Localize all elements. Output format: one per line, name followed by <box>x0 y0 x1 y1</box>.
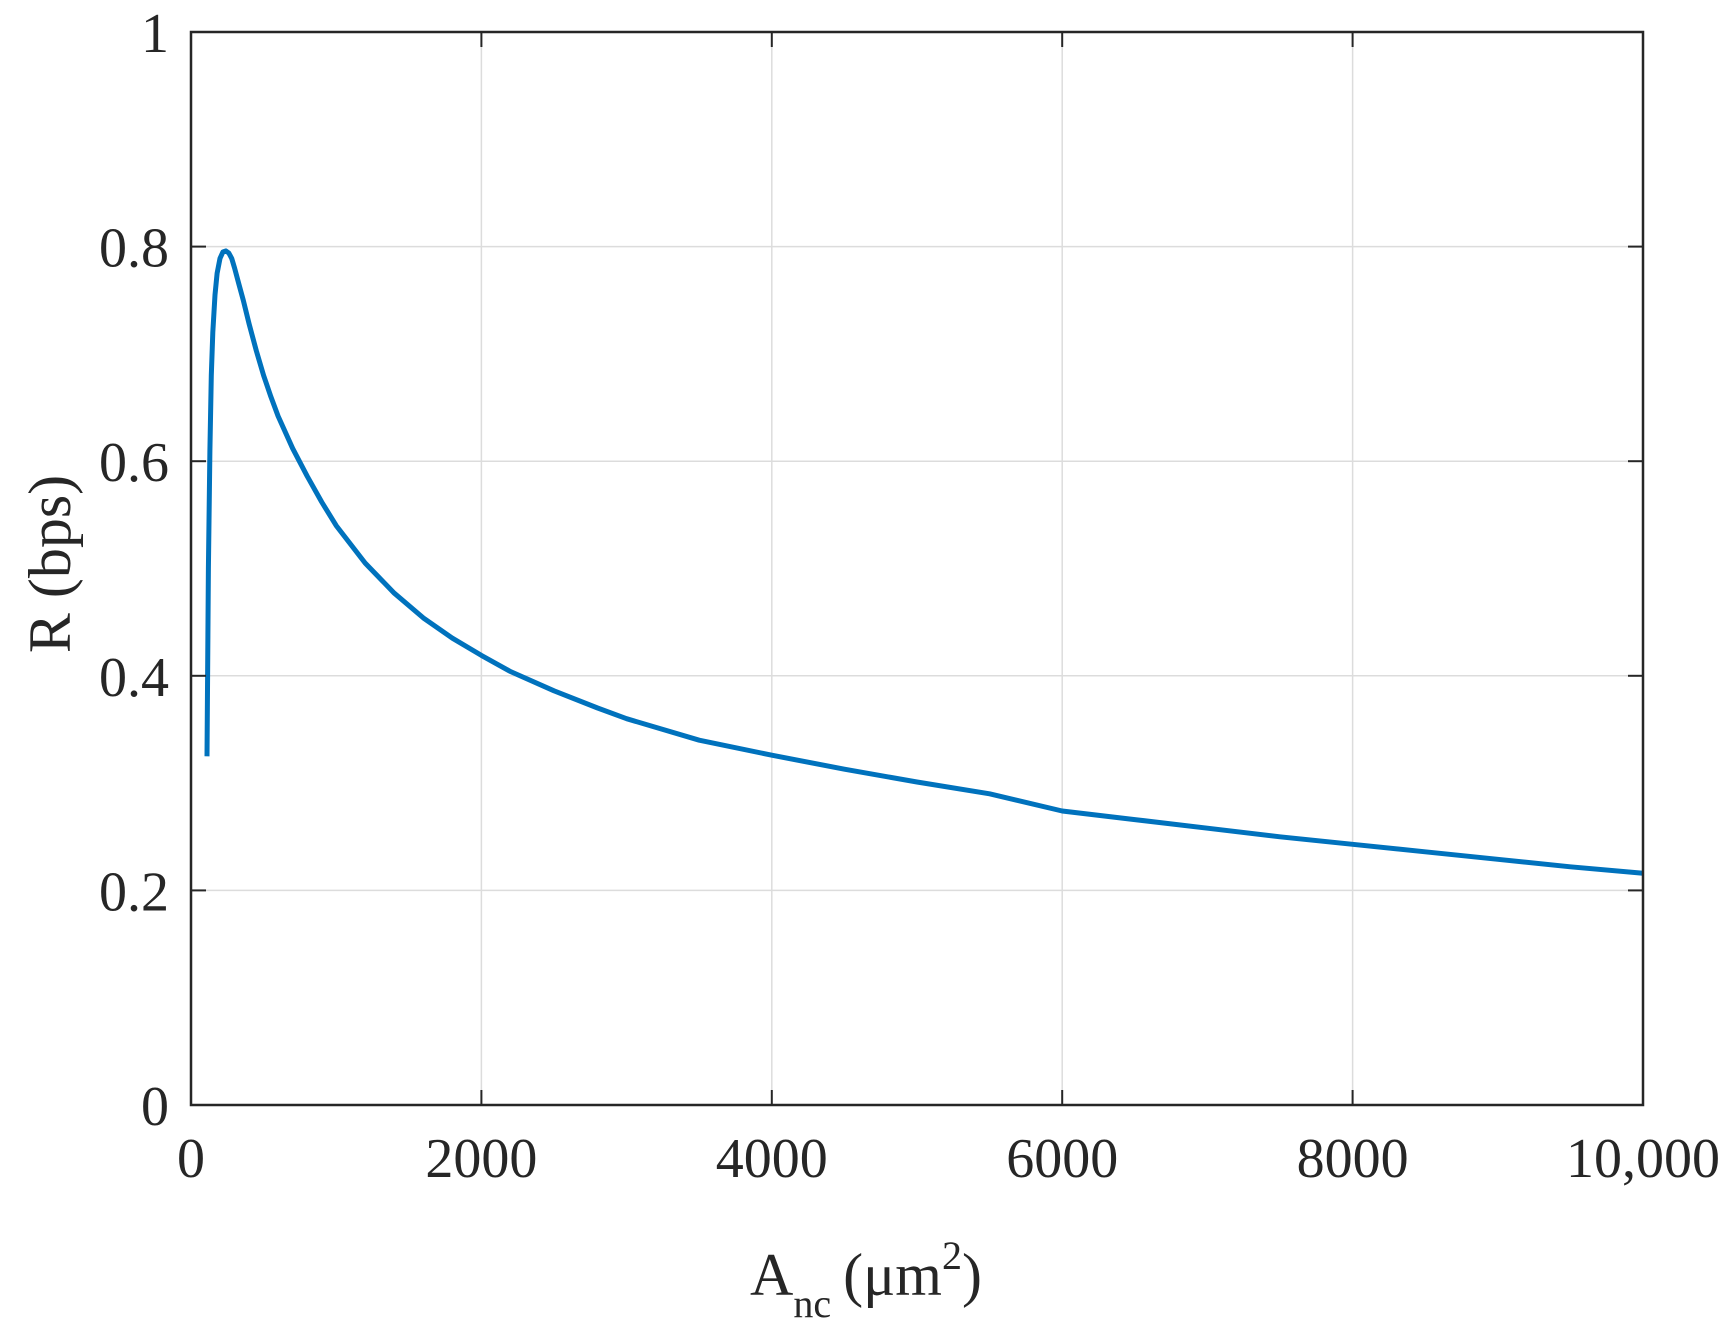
x-axis-label-unit-open: (μm <box>843 1242 942 1308</box>
x-axis-label-subscript: nc <box>793 1281 831 1326</box>
x-tick-label: 8000 <box>1297 1128 1409 1190</box>
y-tick-label: 1 <box>141 3 169 65</box>
y-tick-label: 0.4 <box>99 647 169 709</box>
y-tick-label: 0.8 <box>99 218 169 280</box>
series-line <box>204 248 1644 876</box>
plot-frame <box>189 30 1645 1107</box>
y-tick-label: 0.2 <box>99 861 169 923</box>
tick-marks <box>190 31 1644 1106</box>
x-axis-label-superscript: 2 <box>942 1233 962 1278</box>
x-axis-label-unit-close: ) <box>962 1242 982 1308</box>
y-tick-label: 0 <box>141 1076 169 1138</box>
x-tick-label: 0 <box>177 1128 205 1190</box>
x-tick-label: 6000 <box>1006 1128 1118 1190</box>
x-tick-label: 10,000 <box>1566 1128 1720 1190</box>
y-tick-label: 0.6 <box>99 432 169 494</box>
y-tick-labels: 0 0.2 0.4 0.6 0.8 1 <box>99 3 169 1138</box>
x-axis-label-main: A <box>750 1242 793 1308</box>
x-tick-label: 4000 <box>716 1128 828 1190</box>
series-group <box>204 248 1644 876</box>
y-axis-label: R (bps) <box>17 475 83 653</box>
x-tick-labels: 0 2000 4000 6000 8000 10,000 <box>177 1128 1720 1190</box>
x-tick-label: 2000 <box>425 1128 537 1190</box>
x-axis-label: Anc (μm2) <box>750 1233 982 1326</box>
